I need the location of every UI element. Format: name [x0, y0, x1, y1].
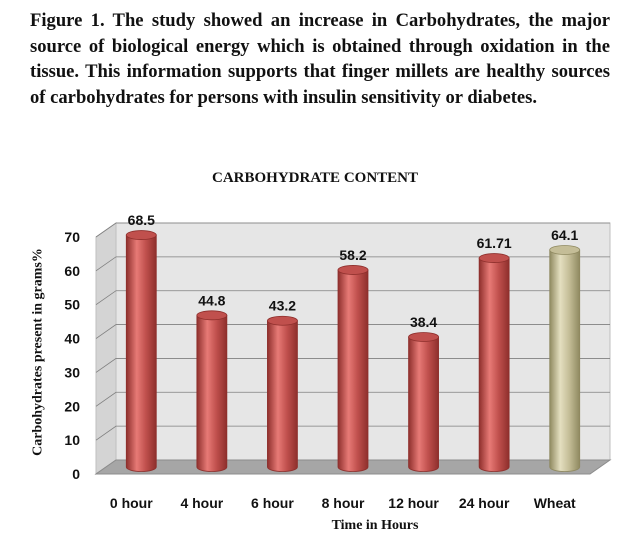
chart-title: CARBOHYDRATE CONTENT [212, 170, 418, 186]
data-label: 44.8 [198, 292, 225, 308]
gridline [95, 256, 610, 272]
bar-body [337, 269, 369, 472]
y-tick-label: 10 [64, 432, 80, 448]
bar-body [267, 320, 298, 472]
data-label: 43.2 [269, 298, 296, 314]
bar [549, 245, 581, 472]
gridline [95, 290, 610, 306]
bar [478, 253, 510, 472]
bar [267, 315, 298, 472]
y-tick-label: 30 [64, 364, 80, 380]
x-tick-label: 6 hour [251, 495, 294, 511]
gridline [95, 358, 610, 373]
bar-body [478, 257, 510, 472]
x-tick-label: 24 hour [459, 495, 510, 511]
figure-caption: Figure 1. The study showed an increase i… [30, 10, 610, 108]
bar-cap [125, 230, 157, 240]
y-tick-label: 50 [64, 297, 80, 313]
data-label: 61.71 [477, 235, 512, 251]
bar-cap [549, 245, 581, 255]
bar-body [196, 314, 228, 472]
bar-body [549, 249, 581, 472]
bar [196, 310, 228, 472]
x-tick-label: 8 hour [322, 495, 365, 511]
y-tick-label: 0 [72, 466, 80, 482]
bar-cap [267, 315, 298, 326]
x-tick-label: 12 hour [388, 495, 439, 511]
bar-cap [337, 265, 369, 275]
y-tick-label: 70 [64, 229, 80, 245]
data-label: 38.4 [410, 314, 437, 330]
gridline [95, 324, 610, 339]
gridline [95, 222, 610, 238]
y-tick-label: 40 [64, 331, 80, 347]
bar-body [408, 336, 439, 472]
bar-cap [408, 332, 439, 342]
bar [125, 230, 157, 472]
data-label: 68.5 [128, 212, 155, 228]
data-label: 58.2 [339, 247, 366, 263]
gridline [95, 425, 610, 441]
bar-cap [196, 310, 228, 321]
bar [408, 332, 439, 472]
gridline [95, 391, 610, 407]
y-tick-label: 20 [64, 398, 80, 414]
y-tick-label: 60 [64, 263, 80, 279]
x-tick-label: Wheat [534, 495, 576, 511]
bar-cap [478, 253, 510, 263]
chart-side-wall [95, 222, 117, 475]
bar [337, 265, 369, 472]
x-tick-label: 0 hour [110, 495, 153, 511]
data-label: 64.1 [551, 227, 578, 243]
x-axis-label: Time in Hours [331, 518, 419, 533]
bar-body [125, 234, 157, 472]
x-tick-label: 4 hour [180, 495, 223, 511]
